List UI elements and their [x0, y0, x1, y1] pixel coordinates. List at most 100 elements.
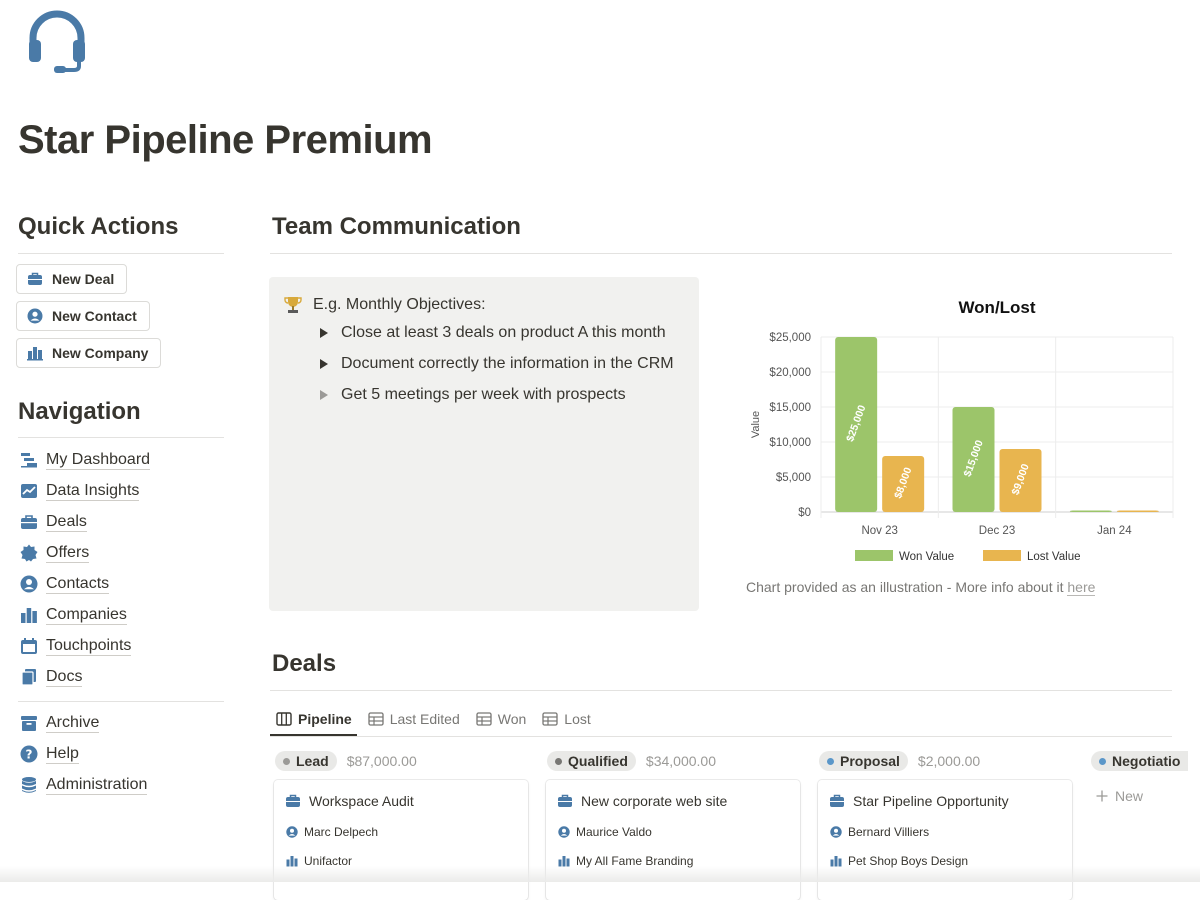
table-icon [368, 712, 384, 726]
divider [270, 690, 1172, 691]
quick-actions-heading: Quick Actions [18, 213, 179, 240]
tab-won[interactable]: Won [476, 707, 535, 735]
briefcase-icon [558, 794, 572, 807]
user-circle-icon [558, 826, 570, 838]
status-pill: Qualified [547, 751, 636, 771]
board-column-header-lead[interactable]: Lead $87,000.00 [275, 751, 417, 771]
legend-label: Won Value [899, 551, 954, 563]
nav-item-contacts[interactable]: Contacts [20, 573, 110, 595]
y-tick-label: $0 [798, 507, 811, 519]
bar-lost-value [999, 449, 1042, 512]
headset-logo-icon [29, 10, 85, 73]
nav-item-data-insights[interactable]: Data Insights [20, 480, 140, 502]
help-icon: ? [20, 745, 38, 763]
nav-item-archive[interactable]: Archive [20, 712, 100, 734]
briefcase-icon [21, 515, 37, 529]
deal-card[interactable]: Workspace Audit Marc Delpech Unifactor [274, 780, 528, 900]
y-tick-label: $15,000 [769, 402, 811, 414]
new-company-button[interactable]: New Company [16, 338, 162, 368]
new-contact-button[interactable]: New Contact [16, 301, 150, 331]
nav-item-companies[interactable]: Companies [20, 604, 127, 626]
divider [18, 437, 224, 438]
svg-text:?: ? [26, 748, 33, 762]
card-company: My All Fame Branding [558, 854, 693, 868]
nav-item-administration[interactable]: Administration [20, 774, 148, 796]
y-tick-label: $5,000 [776, 472, 811, 484]
divider [270, 253, 1172, 254]
toggle-arrow-icon[interactable] [320, 328, 328, 338]
trophy-icon [284, 297, 302, 313]
bar-won-value [835, 337, 878, 512]
card-company: Unifactor [286, 854, 352, 868]
won-lost-chart: Won/Lost $0 $5,000 $10,000 $15,000 $20,000 $25… [750, 298, 1174, 563]
dashboard-icon [21, 453, 37, 468]
more-info-link[interactable]: here [1067, 579, 1096, 596]
bar-won-value [952, 407, 995, 512]
board-column-header-proposal[interactable]: Proposal $2,000.00 [819, 751, 980, 771]
page-title: Star Pipeline Premium [18, 118, 433, 162]
status-pill: Proposal [819, 751, 908, 771]
toggle-arrow-icon[interactable] [320, 390, 328, 400]
nav-item-offers[interactable]: Offers [20, 542, 90, 564]
y-tick-label: $10,000 [769, 437, 811, 449]
divider [18, 701, 224, 702]
new-card-button[interactable]: New [1096, 788, 1143, 804]
table-icon [542, 712, 558, 726]
building-icon [558, 856, 570, 867]
building-icon [21, 608, 37, 623]
nav-item-docs[interactable]: Docs [20, 666, 83, 688]
y-axis-label: Value [750, 411, 762, 438]
tab-pipeline[interactable]: Pipeline [276, 707, 360, 735]
building-icon [830, 856, 842, 867]
card-contact: Marc Delpech [286, 825, 378, 839]
tab-last-edited[interactable]: Last Edited [368, 707, 468, 735]
column-total: $87,000.00 [346, 753, 417, 769]
objectives-callout [269, 277, 699, 611]
toggle-arrow-icon[interactable] [320, 359, 328, 369]
tab-lost[interactable]: Lost [542, 707, 598, 735]
active-tab-indicator [270, 734, 357, 736]
status-pill: Lead [275, 751, 337, 771]
toggle-item[interactable]: Get 5 meetings per week with prospects [320, 386, 626, 404]
chart-title: Won/Lost [958, 298, 1035, 317]
building-icon [286, 856, 298, 867]
documents-icon [21, 669, 36, 686]
bar-lost-value [1116, 510, 1159, 512]
x-tick-label: Jan 24 [1097, 525, 1132, 537]
nav-item-touchpoints[interactable]: Touchpoints [20, 635, 132, 657]
bar-won-value [1069, 510, 1112, 512]
column-total: $34,000.00 [645, 753, 716, 769]
chart-caption: Chart provided as an illustration - More… [746, 579, 1096, 596]
status-dot [555, 757, 562, 765]
board-column-header-negotiation[interactable]: Negotiatio [1091, 751, 1200, 771]
user-circle-icon [20, 575, 38, 593]
status-dot [1099, 757, 1106, 765]
nav-item-my-dashboard[interactable]: My Dashboard [20, 449, 151, 471]
column-total: $2,000.00 [917, 753, 981, 769]
deal-card[interactable]: Star Pipeline Opportunity Bernard Villie… [818, 780, 1072, 900]
nav-item-deals[interactable]: Deals [20, 511, 87, 533]
card-title: Workspace Audit [285, 793, 414, 809]
board-column-header-qualified[interactable]: Qualified $34,000.00 [547, 751, 716, 771]
calendar-icon [21, 638, 37, 654]
divider [18, 253, 224, 254]
database-icon [22, 777, 36, 793]
nav-item-help[interactable]: ? Help [20, 743, 79, 765]
y-tick-label: $20,000 [769, 367, 811, 379]
legend-swatch [983, 550, 1021, 561]
bar-lost-value [882, 456, 925, 512]
new-deal-button[interactable]: New Deal [16, 264, 128, 294]
card-title: New corporate web site [557, 793, 727, 809]
x-tick-label: Dec 23 [979, 525, 1015, 537]
toggle-item[interactable]: Document correctly the information in th… [320, 355, 674, 373]
plus-icon [1096, 790, 1108, 802]
building-icon [27, 347, 43, 361]
card-company: Pet Shop Boys Design [830, 854, 968, 868]
toggle-item[interactable]: Close at least 3 deals on product A this… [320, 324, 666, 342]
archive-icon [21, 716, 37, 731]
y-tick-label: $25,000 [769, 332, 811, 344]
user-circle-icon [286, 826, 298, 838]
badge-icon [20, 544, 38, 562]
briefcase-icon [286, 794, 300, 807]
deal-card[interactable]: New corporate web site Maurice Valdo My … [546, 780, 800, 900]
